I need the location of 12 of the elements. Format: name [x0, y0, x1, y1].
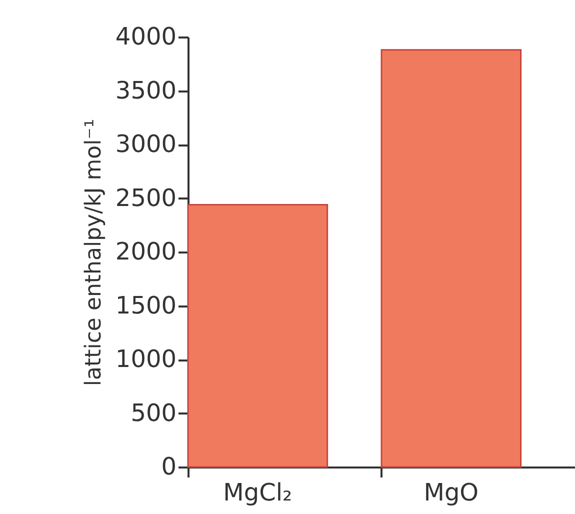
y-tick-label: 3500	[115, 76, 176, 104]
y-tick-label: 2500	[115, 184, 176, 212]
y-axis-title: lattice enthalpy/kJ mol⁻¹	[81, 118, 106, 386]
y-tick-label: 2000	[115, 238, 176, 266]
y-tick-label: 3000	[115, 130, 176, 158]
y-tick-label: 1500	[115, 291, 176, 320]
y-tick-label: 500	[130, 398, 176, 427]
y-tick-label: 4000	[115, 22, 176, 50]
x-tick-label: MgO	[424, 478, 479, 506]
y-tick-label: 0	[161, 452, 176, 480]
y-tick-label: 1000	[115, 345, 176, 373]
x-tick-label: MgCl₂	[223, 478, 292, 506]
